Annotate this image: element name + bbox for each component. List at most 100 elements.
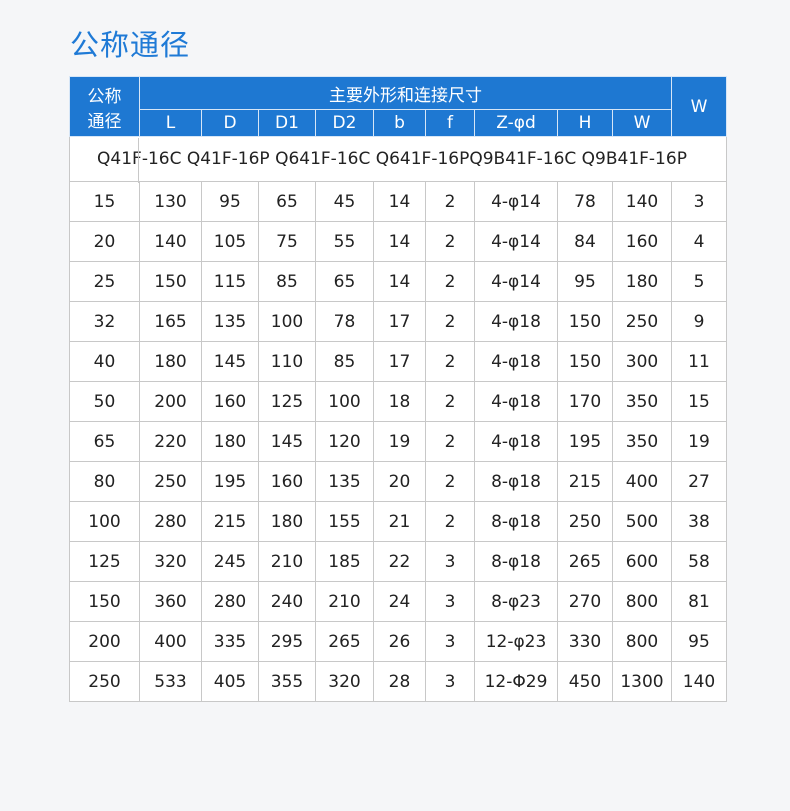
table-cell: 4-φ14 xyxy=(474,261,558,302)
table-cell: 210 xyxy=(315,581,374,622)
table-row: 40 180 145 110 85 17 2 4-φ18 150 300 11 xyxy=(69,341,727,382)
table-cell: 78 xyxy=(557,181,613,222)
table-cell: 2 xyxy=(425,381,475,422)
table-cell: 220 xyxy=(139,421,202,462)
table-cell: 320 xyxy=(315,661,374,702)
table-cell: 24 xyxy=(373,581,426,622)
table-cell: 500 xyxy=(612,501,672,542)
table-cell: 3 xyxy=(425,621,475,662)
table-cell: 335 xyxy=(201,621,259,662)
table-cell: 8-φ18 xyxy=(474,541,558,582)
table-cell: 32 xyxy=(69,301,140,342)
table-row: 50 200 160 125 100 18 2 4-φ18 170 350 15 xyxy=(69,381,727,422)
table-cell: 250 xyxy=(612,301,672,342)
table-cell: 320 xyxy=(139,541,202,582)
table-cell: 19 xyxy=(373,421,426,462)
table-cell: 15 xyxy=(671,381,727,422)
table-cell: 45 xyxy=(315,181,374,222)
spec-table-wrapper: 公称 通径 主要外形和连接尺寸 W L D D1 D2 b f Z-φd H W Q41F-16… xyxy=(69,76,727,702)
table-cell: 145 xyxy=(201,341,259,382)
header-col: D2 xyxy=(315,109,374,137)
table-cell: 8-φ18 xyxy=(474,461,558,502)
table-cell: 28 xyxy=(373,661,426,702)
table-cell: 115 xyxy=(201,261,259,302)
table-cell: 4-φ14 xyxy=(474,221,558,262)
table-cell: 4-φ18 xyxy=(474,301,558,342)
table-row: 15 130 95 65 45 14 2 4-φ14 78 140 3 xyxy=(69,181,727,222)
table-cell: 110 xyxy=(258,341,316,382)
column-divider xyxy=(138,138,139,183)
header-col: D xyxy=(201,109,259,137)
table-cell: 215 xyxy=(201,501,259,542)
model-list: Q41F-16C Q41F-16P Q641F-16C Q641F-16PQ9B… xyxy=(69,136,727,182)
table-cell: 150 xyxy=(69,581,140,622)
table-cell: 65 xyxy=(315,261,374,302)
table-cell: 55 xyxy=(315,221,374,262)
table-cell: 25 xyxy=(69,261,140,302)
table-cell: 533 xyxy=(139,661,202,702)
table-cell: 95 xyxy=(201,181,259,222)
table-cell: 75 xyxy=(258,221,316,262)
table-cell: 8-φ23 xyxy=(474,581,558,622)
header-main-dimensions: 主要外形和连接尺寸 xyxy=(139,76,672,110)
table-cell: 14 xyxy=(373,181,426,222)
table-cell: 4 xyxy=(671,221,727,262)
table-cell: 355 xyxy=(258,661,316,702)
table-cell: 295 xyxy=(258,621,316,662)
table-cell: 8-φ18 xyxy=(474,501,558,542)
table-cell: 4-φ14 xyxy=(474,181,558,222)
table-cell: 145 xyxy=(258,421,316,462)
table-cell: 1300 xyxy=(612,661,672,702)
table-cell: 350 xyxy=(612,421,672,462)
table-cell: 195 xyxy=(201,461,259,502)
table-cell: 400 xyxy=(612,461,672,502)
table-cell: 22 xyxy=(373,541,426,582)
header-col: W xyxy=(612,109,672,137)
table-cell: 250 xyxy=(557,501,613,542)
table-cell: 2 xyxy=(425,261,475,302)
table-cell: 12-Φ29 xyxy=(474,661,558,702)
table-cell: 3 xyxy=(425,581,475,622)
table-cell: 600 xyxy=(612,541,672,582)
table-cell: 180 xyxy=(201,421,259,462)
table-cell: 450 xyxy=(557,661,613,702)
table-cell: 350 xyxy=(612,381,672,422)
table-cell: 405 xyxy=(201,661,259,702)
table-cell: 65 xyxy=(69,421,140,462)
table-cell: 3 xyxy=(425,661,475,702)
table-row: 20 140 105 75 55 14 2 4-φ14 84 160 4 xyxy=(69,221,727,262)
table-cell: 125 xyxy=(258,381,316,422)
table-cell: 17 xyxy=(373,301,426,342)
table-cell: 170 xyxy=(557,381,613,422)
table-cell: 65 xyxy=(258,181,316,222)
table-cell: 27 xyxy=(671,461,727,502)
table-cell: 160 xyxy=(258,461,316,502)
table-cell: 280 xyxy=(201,581,259,622)
table-cell: 26 xyxy=(373,621,426,662)
table-cell: 400 xyxy=(139,621,202,662)
table-cell: 4-φ18 xyxy=(474,421,558,462)
table-cell: 210 xyxy=(258,541,316,582)
table-cell: 2 xyxy=(425,181,475,222)
table-cell: 80 xyxy=(69,461,140,502)
table-cell: 4-φ18 xyxy=(474,341,558,382)
header-col: b xyxy=(373,109,426,137)
table-cell: 11 xyxy=(671,341,727,382)
table-cell: 180 xyxy=(612,261,672,302)
table-row: 250 533 405 355 320 28 3 12-Φ29 450 1300 140 xyxy=(69,661,727,702)
table-cell: 180 xyxy=(258,501,316,542)
table-cell: 150 xyxy=(557,341,613,382)
table-cell: 78 xyxy=(315,301,374,342)
table-cell: 160 xyxy=(201,381,259,422)
table-cell: 165 xyxy=(139,301,202,342)
table-cell: 5 xyxy=(671,261,727,302)
table-cell: 215 xyxy=(557,461,613,502)
header-col: f xyxy=(425,109,475,137)
table-cell: 2 xyxy=(425,421,475,462)
header-col: Z-φd xyxy=(474,109,558,137)
table-cell: 180 xyxy=(139,341,202,382)
table-cell: 100 xyxy=(258,301,316,342)
table-cell: 95 xyxy=(671,621,727,662)
header-col: L xyxy=(139,109,202,137)
table-row: 25 150 115 85 65 14 2 4-φ14 95 180 5 xyxy=(69,261,727,302)
